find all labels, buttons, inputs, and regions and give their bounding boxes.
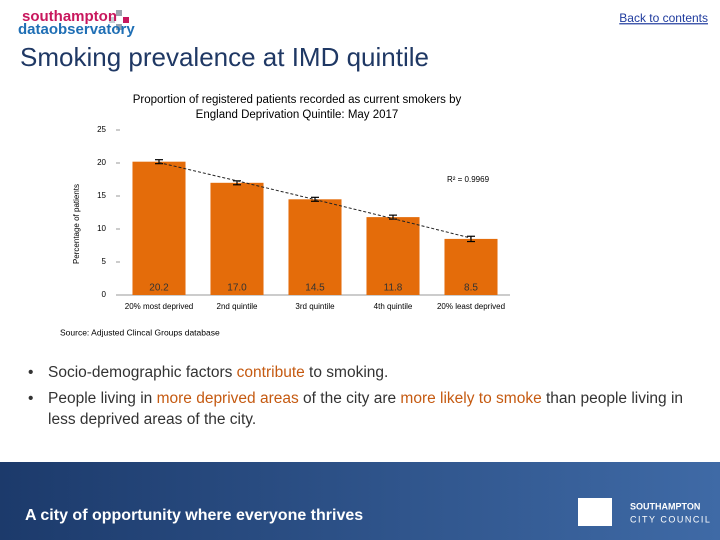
data-label: 17.0 [227,283,247,294]
chart-title: Proportion of registered patients record… [133,94,462,121]
x-tick-label: 20% least deprived [437,302,505,311]
bullet: People living in more deprived areas of … [28,388,688,430]
y-tick-label: 10 [97,224,106,233]
x-tick-label: 2nd quintile [217,302,258,311]
highlight: more likely to smoke [400,390,542,407]
logo-text: southampton [22,8,117,25]
text: People living in [48,390,157,407]
bar [288,199,342,295]
logo-text: dataobservatory [18,21,135,38]
y-tick-label: 15 [97,191,106,200]
bullet: Socio-demographic factors contribute to … [28,362,688,383]
bar [210,182,264,295]
bar [132,161,186,295]
trend-annotation: R² = 0.9969 [447,175,490,184]
back-link[interactable]: Back to contents [619,11,708,25]
x-tick-label: 4th quintile [374,302,413,311]
council-name: CITY COUNCIL [630,514,711,524]
x-tick-label: 3rd quintile [295,302,335,311]
y-axis-label: Percentage of patients [72,184,81,264]
data-label: 20.2 [149,283,169,294]
trendline [158,162,472,239]
council-name: SOUTHAMPTON [630,501,700,511]
text: of the city are [298,390,401,407]
data-label: 8.5 [464,283,478,294]
bar [444,238,498,295]
tagline: A city of opportunity where everyone thr… [25,507,363,524]
y-tick-label: 20 [97,158,106,167]
text: than people living in less deprived area… [48,390,684,428]
data-label: 11.8 [384,283,403,294]
x-tick-label: 20% most deprived [125,302,193,311]
source-note: Source: Adjusted Clincal Groups database [60,327,220,337]
y-tick-label: 25 [97,125,106,134]
highlight: more deprived areas [156,390,299,407]
logo-icon [109,10,129,30]
bullet-list: Socio-demographic factors contribute to … [28,362,688,435]
highlight: contribute [236,364,305,381]
y-tick-label: 0 [102,290,107,299]
bar [366,217,420,295]
error-bar [467,235,475,243]
data-label: 14.5 [305,283,325,294]
text: to smoking. [304,364,389,381]
text: Socio-demographic factors [48,364,237,381]
y-tick-label: 5 [102,257,107,266]
page-title: Smoking prevalence at IMD quintile [20,42,429,72]
council-crest [578,498,612,526]
